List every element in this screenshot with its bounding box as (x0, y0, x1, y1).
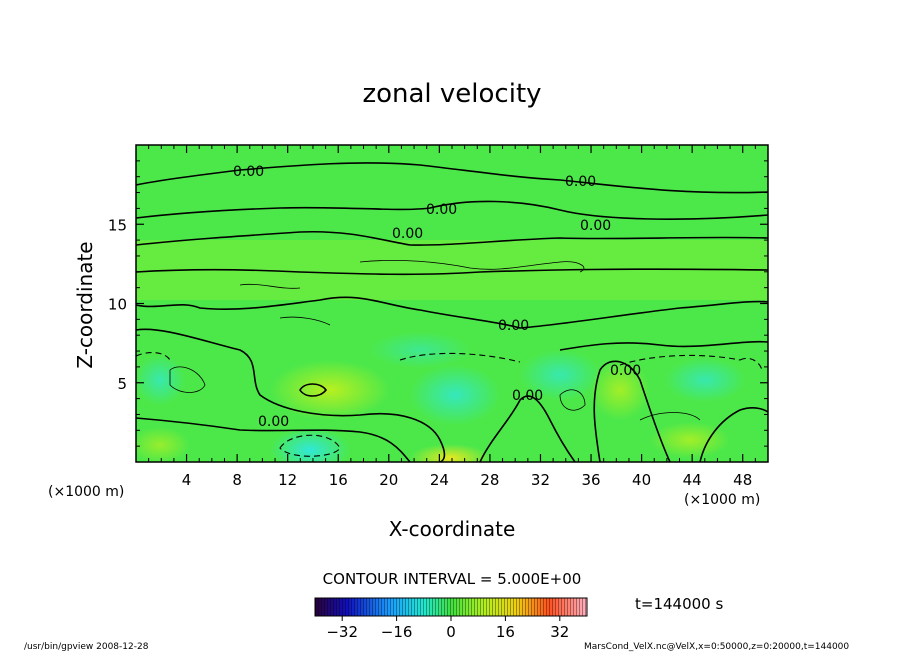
x-axis-label: X-coordinate (389, 517, 516, 541)
colorbar-tick-label: −32 (326, 623, 358, 641)
x-unit-label-right: (×1000 m) (684, 492, 760, 508)
x-tick-label: 24 (430, 471, 449, 489)
y-tick-label: 15 (108, 216, 127, 234)
contour-label: 0.00 (392, 226, 423, 242)
colorbar-tick-label: 16 (496, 623, 515, 641)
x-tick-label: 36 (581, 471, 600, 489)
y-axis-label: Z-coordinate (73, 241, 97, 368)
x-tick-label: 12 (278, 471, 297, 489)
contour-label: 0.00 (610, 363, 641, 379)
x-tick-label: 48 (733, 471, 752, 489)
y-tick-label: 10 (108, 296, 127, 314)
colorbar-tick-label: 0 (446, 623, 456, 641)
colorbar-ticks: −32 −16 0 16 32 (326, 616, 569, 641)
contour-labels: 0.000.000.000.000.000.000.000.000.00 (233, 164, 641, 430)
x-tick-label: 40 (632, 471, 651, 489)
contour-label: 0.00 (258, 414, 289, 430)
y-tick-label: 5 (117, 375, 127, 393)
contour-label: 0.00 (512, 388, 543, 404)
x-axis: 4 8 12 16 20 24 28 32 36 40 44 48 (148, 145, 756, 489)
x-tick-label: 28 (480, 471, 499, 489)
x-tick-label: 20 (379, 471, 398, 489)
contour-label: 0.00 (565, 174, 596, 190)
time-label: t=144000 s (635, 595, 723, 613)
x-tick-label: 8 (232, 471, 242, 489)
x-tick-label: 32 (531, 471, 550, 489)
colorbar-tick-label: −16 (381, 623, 413, 641)
x-tick-label: 16 (329, 471, 348, 489)
footer-left: /usr/bin/gpview 2008-12-28 (24, 642, 149, 652)
colorbar-tick-label: 32 (550, 623, 569, 641)
x-tick-label: 4 (182, 471, 192, 489)
chart-title: zonal velocity (362, 79, 541, 109)
y-axis: 5 10 15 (108, 160, 768, 447)
x-tick-label: 44 (683, 471, 702, 489)
x-unit-label-left: (×1000 m) (48, 484, 124, 500)
footer-right: MarsCond_VelX.nc@VelX,x=0:50000,z=0:2000… (584, 642, 849, 652)
contour-label: 0.00 (498, 318, 529, 334)
colorbar (314, 597, 588, 617)
contour-label: 0.00 (580, 218, 611, 234)
plot-area (136, 145, 768, 462)
contour-label: 0.00 (426, 202, 457, 218)
contour-label: 0.00 (233, 164, 264, 180)
contour-interval-label: CONTOUR INTERVAL = 5.000E+00 (323, 570, 582, 588)
